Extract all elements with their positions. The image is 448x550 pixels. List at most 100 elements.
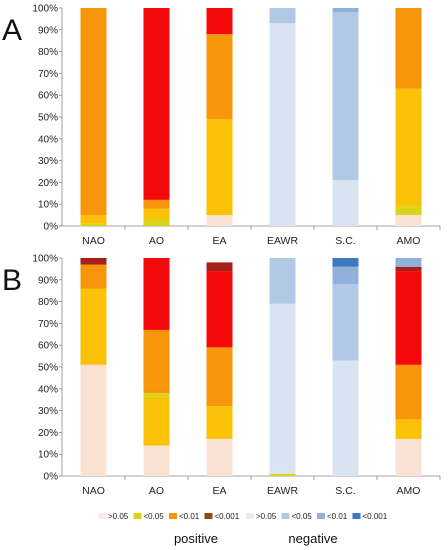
- bar-segment: [206, 34, 233, 120]
- y-tick-label: 10%: [38, 200, 58, 211]
- y-tick-label: 80%: [38, 47, 58, 58]
- y-tick-label: 30%: [38, 406, 58, 417]
- bar-segment: [269, 8, 296, 24]
- panel-a-label: A: [2, 14, 22, 47]
- bar-segment: [332, 266, 359, 285]
- legend-swatch: [281, 513, 290, 519]
- bar-segment: [143, 393, 170, 398]
- legend-swatch: [317, 513, 325, 519]
- bar-segment: [143, 445, 170, 476]
- legend-label: <0.001: [363, 512, 388, 521]
- y-tick-label: 30%: [38, 156, 58, 167]
- y-tick-label: 80%: [38, 297, 58, 308]
- y-tick-label: 40%: [38, 384, 58, 395]
- y-tick-label: 70%: [38, 69, 58, 80]
- legend-swatch: [246, 513, 254, 519]
- legend-swatch: [352, 513, 361, 519]
- legend-swatch: [133, 513, 142, 519]
- legend-label: <0.001: [215, 512, 240, 521]
- bar-segment: [269, 23, 296, 227]
- legend-group-positive: positive: [174, 531, 218, 546]
- x-tick-label: EAWR: [267, 235, 299, 247]
- bar-segment: [269, 303, 296, 472]
- legend-label: >0.05: [256, 512, 277, 521]
- bar-segment: [80, 8, 107, 216]
- legend-swatch: [204, 513, 213, 519]
- y-tick-label: 50%: [38, 113, 58, 124]
- y-tick-label: 0%: [44, 222, 59, 233]
- bar-segment: [206, 262, 233, 272]
- bar-segment: [332, 180, 359, 226]
- y-tick-label: 100%: [32, 254, 58, 265]
- bar-segment: [143, 219, 170, 226]
- bar-segment: [206, 8, 233, 35]
- bar-segment: [395, 438, 422, 476]
- bar-segment: [332, 258, 359, 267]
- x-tick-label: AO: [149, 235, 164, 247]
- x-tick-label: EA: [212, 235, 226, 247]
- legend-label: <0.01: [179, 512, 200, 521]
- bar-segment: [80, 364, 107, 476]
- bar-segment: [80, 215, 107, 224]
- y-tick-label: 60%: [38, 91, 58, 102]
- y-tick-label: 100%: [32, 4, 58, 15]
- x-tick-label: NAO: [82, 235, 105, 247]
- legend-label: <0.05: [144, 512, 165, 521]
- x-tick-label: AO: [149, 485, 164, 497]
- bar-segment: [332, 360, 359, 476]
- y-tick-label: 10%: [38, 450, 58, 461]
- panel-b-label: B: [2, 264, 22, 297]
- y-tick-label: 90%: [38, 275, 58, 286]
- bar-segment: [395, 419, 422, 439]
- y-tick-label: 70%: [38, 319, 58, 330]
- bar-segment: [143, 8, 170, 200]
- legend-group-negative: negative: [288, 531, 337, 546]
- bar-segment: [206, 406, 233, 439]
- y-tick-label: 40%: [38, 134, 58, 145]
- bar-segment: [332, 8, 359, 13]
- x-tick-label: AMO: [397, 485, 421, 497]
- bar-segment: [395, 271, 422, 365]
- x-tick-label: EAWR: [267, 485, 299, 497]
- bar-segment: [206, 347, 233, 407]
- bar-segment: [206, 119, 233, 216]
- y-tick-label: 0%: [44, 472, 59, 483]
- y-tick-label: 90%: [38, 25, 58, 36]
- bar-segment: [395, 266, 422, 272]
- legend-swatch: [169, 513, 177, 519]
- legend-swatch: [98, 513, 106, 519]
- bar-segment: [269, 258, 296, 304]
- x-tick-label: NAO: [82, 485, 105, 497]
- bar-segment: [143, 397, 170, 446]
- x-tick-label: S.C.: [335, 485, 355, 497]
- bar-segment: [206, 271, 233, 348]
- y-tick-label: 20%: [38, 428, 58, 439]
- bar-segment: [143, 329, 170, 385]
- bar-segment: [143, 208, 170, 220]
- bar-segment: [332, 284, 359, 361]
- bar-segment: [206, 438, 233, 476]
- legend-label: <0.01: [327, 512, 348, 521]
- bar-segment: [80, 223, 107, 226]
- bar-segment: [395, 258, 422, 267]
- legend-label: >0.05: [108, 512, 129, 521]
- bar-segment: [395, 206, 422, 216]
- bar-segment: [395, 88, 422, 207]
- bar-segment: [80, 258, 107, 265]
- bar-segment: [395, 8, 422, 89]
- bar-segment: [80, 264, 107, 289]
- bar-segment: [80, 288, 107, 365]
- x-tick-label: S.C.: [335, 235, 355, 247]
- y-tick-label: 60%: [38, 341, 58, 352]
- bar-segment: [395, 364, 422, 420]
- x-tick-label: AMO: [397, 235, 421, 247]
- legend-label: <0.05: [292, 512, 313, 521]
- bar-segment: [332, 12, 359, 181]
- y-tick-label: 20%: [38, 178, 58, 189]
- bar-segment: [269, 471, 296, 474]
- bar-segment: [143, 258, 170, 330]
- y-tick-label: 50%: [38, 363, 58, 374]
- x-tick-label: EA: [212, 485, 226, 497]
- bar-segment: [206, 215, 233, 226]
